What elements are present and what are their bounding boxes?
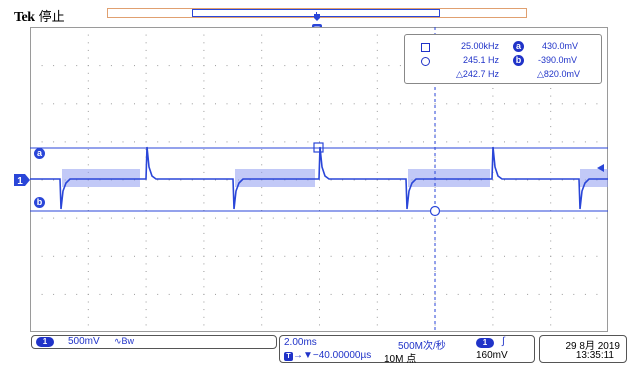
cursor-a-level: 430.0mV <box>542 41 579 51</box>
datetime-panel[interactable]: 29 8月 2019 13:35:11 <box>539 335 627 363</box>
channel-1-settings-panel[interactable]: 1 500mV ∿Bw <box>31 335 277 349</box>
channel-1-badge: 1 <box>36 337 54 347</box>
trigger-source-badge: 1 <box>476 338 494 348</box>
time-per-division: 2.00ms <box>284 337 317 348</box>
circle-cursor-icon <box>421 57 430 66</box>
channel-1-scale: 500mV <box>68 336 100 347</box>
trigger-slope-icon: ∫ <box>502 336 505 347</box>
delta-frequency: △242.7 Hz <box>456 69 499 79</box>
cursor-readout-panel: 25.00kHz a 430.0mV 245.1 Hz b -390.0mV △… <box>404 34 602 84</box>
delta-level: △820.0mV <box>537 69 580 79</box>
record-length: 10M 点 <box>384 354 417 365</box>
channel-1-marker-label: 1 <box>17 176 23 186</box>
cursor-b-level: -390.0mV <box>538 55 578 65</box>
cursor-b-badge: b <box>34 197 45 208</box>
brand-logo: Tek <box>14 10 35 25</box>
channel-1-ground-marker[interactable]: 1 <box>14 174 30 186</box>
bottom-status-bar: 1 500mV ∿Bw 2.00ms 500M次/秒 1 ∫ T →▼−40.00… <box>0 333 633 365</box>
cursor-b-crosspoint <box>429 205 441 217</box>
run-status: 停止 <box>38 9 65 24</box>
brand-status: Tek 停止 <box>14 6 65 26</box>
cursor-b-frequency: 245.1 Hz <box>463 55 500 65</box>
waveform-noise-band <box>62 169 608 187</box>
channel-1-waveform <box>30 146 608 210</box>
trigger-level-marker[interactable] <box>597 164 604 172</box>
time: 13:35:11 <box>575 350 614 361</box>
cursor-a-frequency: 25.00kHz <box>461 41 500 51</box>
cursor-b-readout-badge: b <box>513 55 524 66</box>
bandwidth-limit-icon: ∿Bw <box>114 336 135 346</box>
horizontal-trigger-panel[interactable]: 2.00ms 500M次/秒 1 ∫ T →▼−40.00000µs 10M 点 … <box>279 335 535 365</box>
square-cursor-icon <box>421 43 430 52</box>
trigger-position-value: →▼−40.00000µs <box>293 350 372 361</box>
sample-rate: 500M次/秒 <box>398 341 446 352</box>
trigger-level: 160mV <box>476 350 508 361</box>
trigger-position-badge: T <box>284 352 293 361</box>
date: 29 8月 2019 <box>565 341 621 352</box>
cursor-a-readout-badge: a <box>513 41 524 52</box>
trigger-position-readout: T →▼−40.00000µs <box>284 350 371 361</box>
cursor-a-badge: a <box>34 148 45 159</box>
cursor-a-crosspoint <box>313 142 324 153</box>
